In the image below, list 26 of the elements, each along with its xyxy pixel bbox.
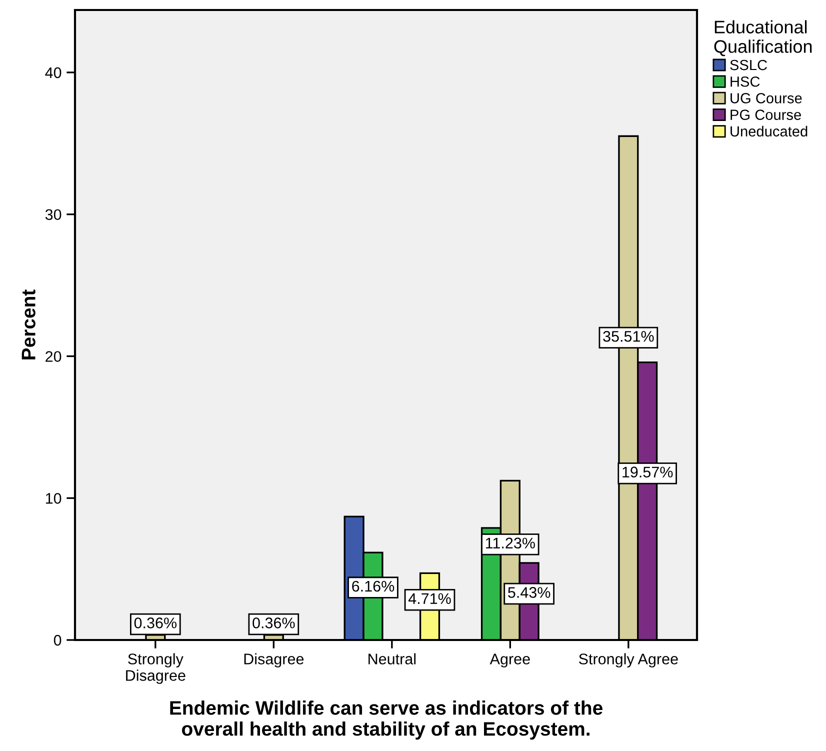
y-tick-label: 40 [45, 67, 62, 78]
x-tick-label: Strongly Disagree [126, 653, 186, 684]
data-label: 4.71% [408, 593, 451, 604]
legend-title: Educational Qualification [714, 20, 812, 56]
x-tick-label: Disagree [244, 653, 304, 668]
y-axis-title: Percent [22, 290, 36, 360]
x-tick-label: Agree [490, 654, 530, 668]
data-label: 0.36% [134, 618, 177, 628]
y-tick-label: 0 [54, 634, 62, 646]
legend-label: UG Course [730, 93, 802, 104]
x-tick-label: Strongly Agree [579, 653, 678, 668]
data-label: 35.51% [603, 330, 654, 342]
legend-label: PG Course [730, 110, 801, 120]
data-label: 19.57% [622, 466, 673, 478]
data-label: 0.36% [252, 618, 295, 628]
y-tick-label: 20 [46, 351, 62, 362]
data-label: 6.16% [352, 580, 394, 592]
data-label: 11.23% [486, 538, 535, 548]
legend-label: SSLC [730, 60, 768, 70]
data-label: 5.43% [508, 587, 550, 598]
x-axis-title: Endemic Wildlife can serve as indicators of the overall health and stability of an Ecosystem. [170, 700, 602, 740]
x-tick-label: Neutral [368, 653, 416, 664]
legend-label: Uneducated [730, 126, 808, 137]
legend-label: HSC [730, 76, 760, 87]
y-tick-label: 10 [46, 492, 62, 504]
y-tick-label: 30 [45, 209, 62, 220]
